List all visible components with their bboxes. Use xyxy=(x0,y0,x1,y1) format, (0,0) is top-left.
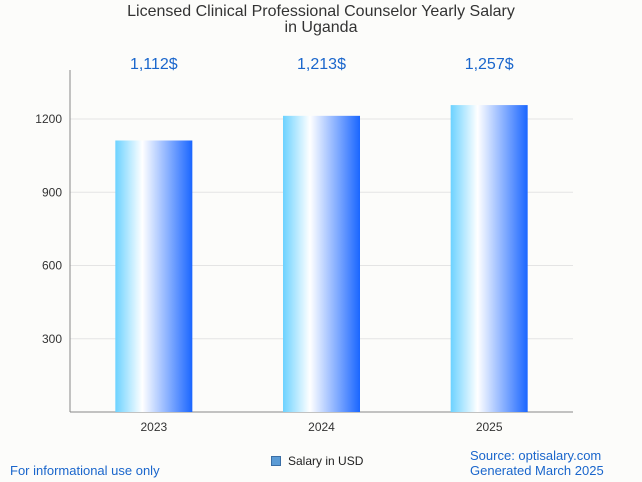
value-label-2023: 1,112$ xyxy=(130,56,178,73)
y-tick-label: 900 xyxy=(42,185,62,199)
x-tick-label-2023: 2023 xyxy=(140,420,167,434)
y-tick-label: 600 xyxy=(42,259,62,273)
chart-title-line1: Licensed Clinical Professional Counselor… xyxy=(127,3,515,20)
footer-disclaimer: For informational use only xyxy=(10,463,160,478)
bars xyxy=(115,105,528,413)
bar-2023[interactable] xyxy=(115,140,193,412)
value-label-2024: 1,213$ xyxy=(297,56,346,73)
generated-text: Generated March 2025 xyxy=(470,463,604,478)
chart-title: Licensed Clinical Professional Counselor… xyxy=(0,4,642,36)
labels: 300 600 900 1200 1,112$ 2023 1,213$ 2024 1,257$ 2… xyxy=(35,56,513,434)
bar-2025[interactable] xyxy=(450,105,528,413)
value-label-2025: 1,257$ xyxy=(465,56,514,73)
x-tick-label-2024: 2024 xyxy=(308,420,335,434)
chart-title-line2: in Uganda xyxy=(284,19,358,36)
x-tick-label-2025: 2025 xyxy=(476,420,503,434)
source-text[interactable]: Source: optisalary.com xyxy=(470,448,602,463)
bar-2024[interactable] xyxy=(283,115,360,412)
legend-swatch xyxy=(271,456,281,466)
y-tick-label: 300 xyxy=(42,332,62,346)
footer-source: Source: optisalary.com Generated March 2… xyxy=(470,448,604,478)
legend: Salary in USD xyxy=(271,454,363,468)
y-tick-label: 1200 xyxy=(35,112,62,126)
legend-label: Salary in USD xyxy=(288,454,364,468)
